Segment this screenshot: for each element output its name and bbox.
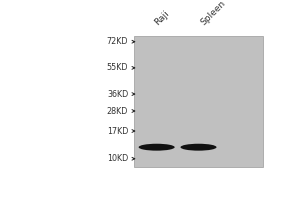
Text: 28KD: 28KD	[107, 107, 128, 116]
Text: 36KD: 36KD	[107, 90, 128, 99]
Text: 72KD: 72KD	[107, 37, 128, 46]
Ellipse shape	[181, 144, 217, 151]
Text: Raji: Raji	[153, 9, 171, 27]
Ellipse shape	[139, 144, 175, 151]
Text: 17KD: 17KD	[107, 127, 128, 136]
Text: 10KD: 10KD	[107, 154, 128, 163]
Bar	[134, 36, 263, 167]
Text: Spleen: Spleen	[199, 0, 227, 27]
Text: 55KD: 55KD	[107, 63, 128, 72]
